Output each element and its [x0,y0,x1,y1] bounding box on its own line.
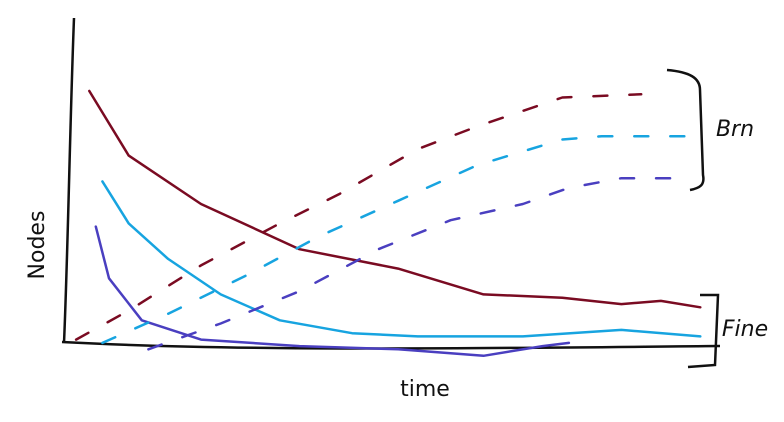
line [74,93,643,341]
x-axis-label: time [400,377,450,402]
line [94,225,571,358]
annotation: Brn [716,117,754,142]
annotation: Fine [722,317,768,342]
bracket [687,293,720,369]
line [147,176,682,351]
line [88,89,702,309]
bracket [666,68,705,192]
y-axis-label: Nodes [25,211,50,280]
line [101,134,689,345]
y-axis [62,17,76,344]
line [101,180,702,338]
